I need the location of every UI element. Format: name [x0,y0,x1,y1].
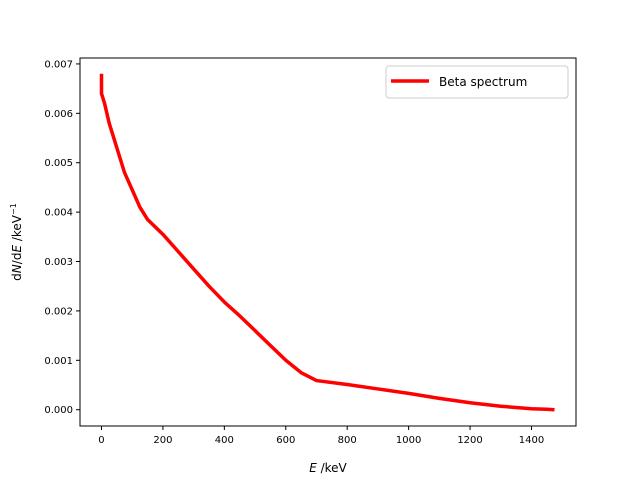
legend-label-beta-spectrum: Beta spectrum [439,75,527,89]
x-tick-label: 600 [276,435,295,446]
x-tick-label: 800 [338,435,357,446]
series-line-beta-spectrum [99,73,555,412]
y-tick-label: 0.000 [44,405,73,416]
y-tick-label: 0.005 [44,158,73,169]
legend: Beta spectrum [385,65,569,99]
x-tick-label: 200 [153,435,172,446]
y-tick-label: 0.004 [44,208,73,219]
plot-frame [79,57,577,427]
x-tick-label: 1000 [396,435,421,446]
y-axis-label: dN/dE /keV−1 [9,203,24,281]
y-tick-label: 0.001 [44,356,73,367]
series-layer [99,73,555,412]
x-axis-ticks: 0 200 400 600 800 1000 1200 1400 [98,426,544,446]
x-tick-label: 400 [215,435,234,446]
y-tick-label: 0.006 [44,109,73,120]
y-tick-label: 0.002 [44,306,73,317]
x-tick-label: 0 [98,435,104,446]
y-tick-label: 0.007 [44,59,73,70]
x-tick-label: 1200 [457,435,482,446]
y-tick-label: 0.003 [44,257,73,268]
x-tick-label: 1400 [519,435,544,446]
x-axis-label: E /keV [309,461,347,475]
plot-area [80,58,576,426]
legend-box [385,65,569,99]
y-axis-ticks: 0.000 0.001 0.002 0.003 0.004 0.005 0.006 0.007 [44,59,80,416]
